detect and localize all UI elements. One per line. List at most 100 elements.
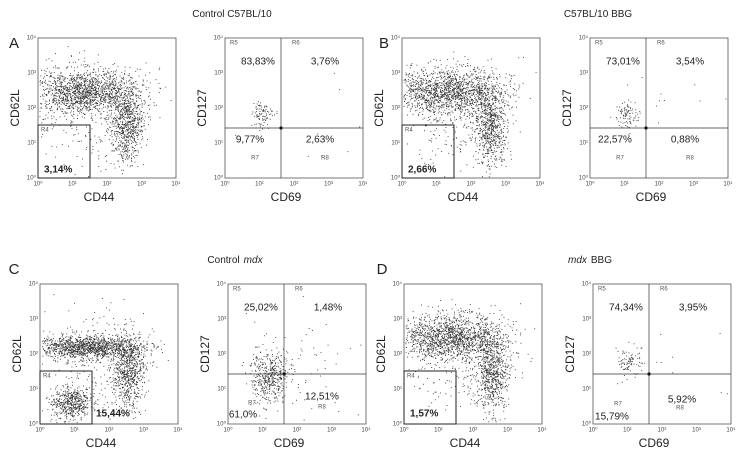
- y-tick-label: 10³: [214, 71, 223, 77]
- event-dot: [133, 111, 135, 113]
- event-dot: [482, 111, 483, 112]
- event-dot: [481, 92, 483, 94]
- event-dot: [96, 83, 98, 85]
- event-dot: [51, 123, 53, 125]
- event-dot: [62, 101, 63, 103]
- event-dot: [479, 101, 481, 103]
- event-dot: [117, 98, 118, 100]
- event-dot: [457, 70, 459, 72]
- event-dot: [461, 90, 463, 92]
- event-dot: [494, 140, 496, 142]
- event-dot: [482, 176, 483, 178]
- event-dot: [89, 92, 91, 94]
- event-dot: [55, 83, 57, 85]
- event-dot: [430, 104, 432, 106]
- event-dot: [266, 105, 267, 107]
- event-dot: [123, 118, 125, 120]
- event-dot: [505, 166, 507, 167]
- event-dot: [107, 77, 108, 79]
- event-dot: [451, 70, 453, 72]
- event-dot: [492, 130, 494, 132]
- event-dot: [415, 110, 416, 112]
- event-dot: [501, 132, 503, 134]
- event-dot: [67, 82, 69, 84]
- event-dot: [442, 101, 444, 103]
- event-dot: [115, 82, 117, 84]
- event-dot: [107, 86, 109, 87]
- event-dot: [511, 75, 513, 77]
- event-dot: [118, 91, 120, 93]
- event-dot: [118, 166, 120, 168]
- event-dot: [148, 95, 150, 97]
- event-dot: [437, 83, 438, 84]
- event-dot: [142, 79, 144, 81]
- event-dot: [478, 88, 480, 89]
- event-dot: [90, 93, 92, 95]
- event-dot: [507, 104, 509, 106]
- event-dot: [485, 116, 487, 118]
- event-dot: [52, 102, 54, 103]
- event-dot: [436, 90, 438, 91]
- event-dot: [135, 70, 137, 72]
- event-dot: [89, 74, 91, 75]
- event-dot: [123, 125, 125, 127]
- event-dot: [441, 122, 443, 123]
- event-dot: [79, 52, 80, 54]
- event-dot: [71, 96, 73, 98]
- event-dot: [98, 136, 100, 138]
- event-dot: [471, 107, 473, 108]
- event-dot: [85, 79, 87, 81]
- event-dot: [437, 80, 439, 82]
- event-dot: [98, 87, 99, 89]
- event-dot: [442, 72, 443, 74]
- event-dot: [492, 152, 494, 154]
- event-dot: [436, 84, 438, 85]
- event-dot: [143, 123, 145, 124]
- event-dot: [103, 87, 105, 89]
- event-dot: [61, 98, 63, 99]
- event-dot: [462, 84, 464, 86]
- event-dot: [439, 135, 440, 136]
- event-dot: [458, 107, 459, 108]
- event-dot: [448, 112, 450, 114]
- event-dot: [102, 84, 103, 86]
- event-dot: [513, 75, 515, 76]
- event-dot: [616, 118, 618, 120]
- event-dot: [259, 105, 261, 107]
- event-dot: [92, 148, 94, 150]
- event-dot: [101, 91, 103, 93]
- event-dot: [137, 149, 139, 151]
- event-dot: [421, 91, 423, 93]
- event-dot: [128, 110, 129, 112]
- event-dot: [441, 151, 443, 152]
- event-dot: [68, 93, 70, 94]
- event-dot: [85, 89, 87, 91]
- x-tick-label: 10⁰: [220, 181, 230, 188]
- event-dot: [132, 91, 134, 93]
- event-dot: [56, 96, 58, 97]
- event-dot: [462, 91, 464, 93]
- event-dot: [463, 83, 465, 85]
- event-dot: [442, 93, 444, 95]
- event-dot: [134, 118, 135, 119]
- event-dot: [423, 70, 424, 72]
- event-dot: [137, 105, 138, 107]
- event-dot: [447, 72, 448, 74]
- event-dot: [441, 114, 443, 116]
- event-dot: [440, 96, 442, 97]
- event-dot: [66, 90, 68, 91]
- event-dot: [459, 89, 461, 91]
- event-dot: [632, 108, 634, 110]
- event-dot: [127, 86, 129, 88]
- event-dot: [497, 135, 498, 136]
- event-dot: [489, 77, 490, 79]
- event-dot: [440, 78, 442, 80]
- event-dot: [127, 129, 128, 131]
- event-dot: [92, 99, 94, 100]
- event-dot: [435, 108, 437, 110]
- event-dot: [105, 90, 107, 92]
- event-dot: [50, 72, 52, 74]
- event-dot: [124, 122, 126, 124]
- event-dot: [135, 95, 137, 97]
- event-dot: [516, 90, 517, 92]
